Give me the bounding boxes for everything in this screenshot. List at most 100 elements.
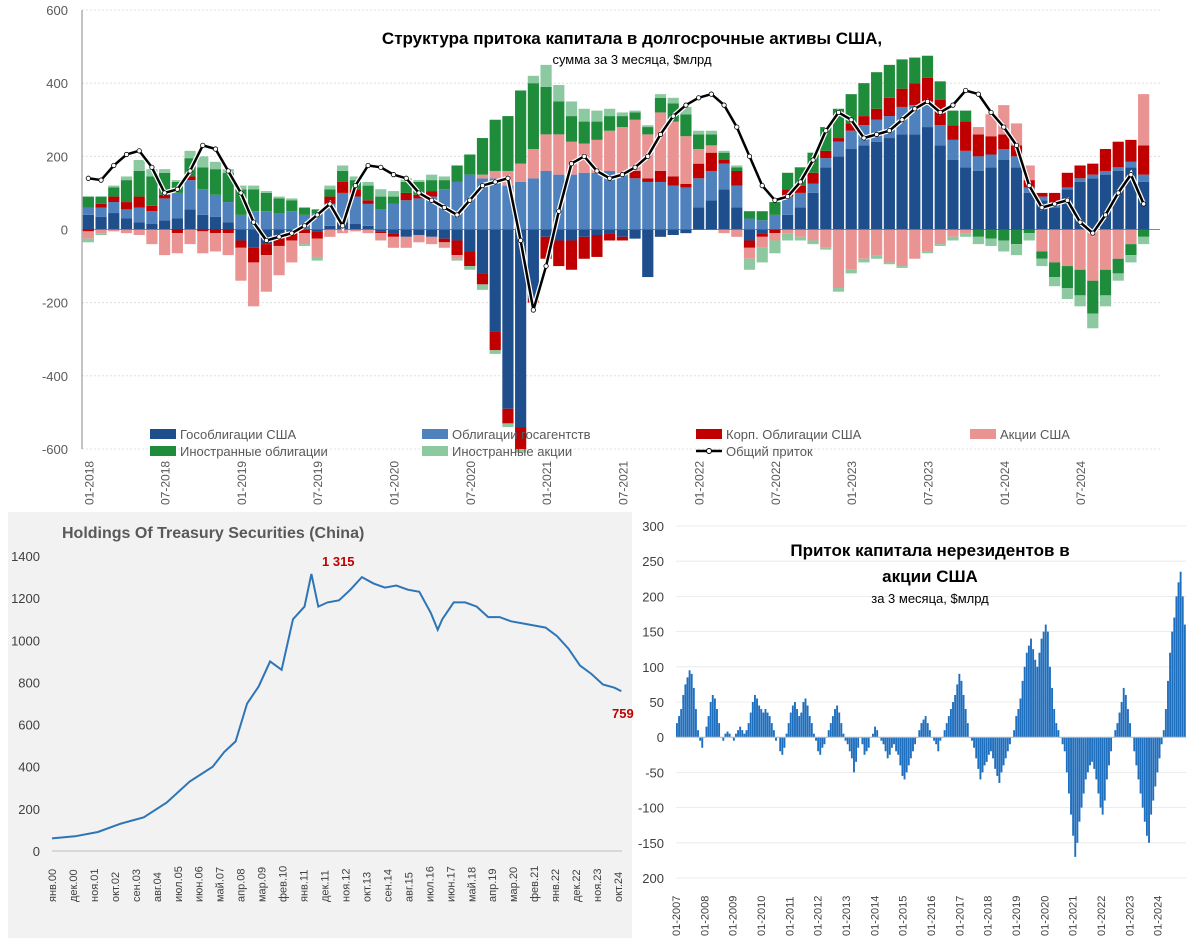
bar-agency <box>616 174 628 230</box>
bar-equity <box>1074 229 1086 270</box>
bar-corp <box>476 273 489 285</box>
bar-equity <box>871 229 883 256</box>
bar-govt <box>133 222 145 230</box>
bar-foreign_eq <box>1036 258 1048 267</box>
bar-foreign_eq <box>82 238 94 243</box>
bar-foreign_eq <box>998 240 1010 252</box>
bar-govt <box>362 225 374 230</box>
bar-corp <box>387 233 400 237</box>
bar-foreign_bonds <box>1074 269 1086 296</box>
x-tick-label: янв.22 <box>550 869 562 902</box>
peak-annotation: 1 315 <box>322 554 355 569</box>
x-tick-label: янв.11 <box>299 870 311 902</box>
bar-foreign_bonds <box>286 200 298 212</box>
bar-equity <box>769 233 781 241</box>
equity-bar <box>1072 737 1075 836</box>
bar-agency <box>1010 156 1023 168</box>
legend-swatch-foreign_eq <box>422 446 448 456</box>
equity-bar <box>796 709 799 738</box>
x-tick-label: 01-2020 <box>1039 896 1051 936</box>
equity-bar <box>737 730 740 738</box>
total-point <box>937 109 943 116</box>
bar-agency <box>120 209 133 219</box>
total-point <box>988 109 994 116</box>
bar-govt <box>515 229 527 428</box>
equity-bar <box>758 705 761 738</box>
bar-foreign_eq <box>1087 313 1099 329</box>
bar-govt <box>693 207 705 230</box>
bar-foreign_bonds <box>375 196 387 210</box>
equity-bar <box>842 733 845 738</box>
bar-foreign_bonds <box>311 209 323 214</box>
x-tick-label: 01-2010 <box>756 896 768 936</box>
x-tick-label: авг.15 <box>403 872 415 902</box>
equity-bar <box>1027 645 1030 738</box>
bar-foreign_eq <box>731 165 743 168</box>
y-tick-label: -200 <box>42 296 68 311</box>
bar-govt <box>553 229 565 241</box>
equity-bar <box>783 737 786 748</box>
bar-foreign_bonds <box>693 134 705 150</box>
equity-bar <box>711 694 714 738</box>
total-point <box>492 179 498 185</box>
total-point <box>975 91 981 97</box>
legend-label: Облигации госагентств <box>452 427 591 442</box>
bar-foreign_eq <box>871 255 883 259</box>
equity-bar <box>912 737 914 752</box>
y-tick-label: -600 <box>42 442 68 457</box>
bar-foreign_bonds <box>553 101 565 135</box>
x-tick-label: 01-2007 <box>671 896 683 936</box>
bar-govt <box>209 216 222 230</box>
equity-bar <box>876 730 879 738</box>
bar-equity <box>337 229 349 234</box>
equity-bar <box>871 733 874 738</box>
equity-bar <box>937 737 940 752</box>
equity-bar <box>775 737 777 741</box>
x-tick-label: 07-2020 <box>464 461 478 505</box>
equity-bar <box>867 737 870 748</box>
bar-foreign_bonds <box>832 108 845 139</box>
x-tick-label: 01-2018 <box>983 896 995 936</box>
bar-foreign_bonds <box>159 172 171 195</box>
bar-govt <box>845 149 857 230</box>
bar-corp <box>159 194 171 199</box>
equity-bar <box>1097 737 1100 794</box>
bar-foreign_eq <box>133 159 145 171</box>
equity-bar <box>836 705 839 738</box>
bar-govt <box>1023 192 1035 230</box>
equity-bar <box>1006 737 1009 752</box>
bar-govt <box>578 229 590 237</box>
equity-bar <box>741 730 744 738</box>
bar-foreign_bonds <box>235 189 247 215</box>
equity-bar <box>909 737 912 759</box>
equity-bar <box>966 723 969 738</box>
bar-foreign_bonds <box>565 116 578 142</box>
equity-bar <box>743 733 746 738</box>
bar-foreign_eq <box>413 180 425 182</box>
equity-bar <box>855 737 858 762</box>
total-point <box>1077 219 1083 225</box>
equity-bar <box>1030 638 1032 738</box>
equity-bar <box>1126 709 1129 738</box>
bar-equity <box>298 233 311 245</box>
bar-foreign_bonds <box>794 167 806 186</box>
bar-foreign_eq <box>120 176 133 181</box>
equity-bar <box>1160 737 1163 745</box>
equity-bar <box>926 723 929 738</box>
equity-bar <box>705 726 708 738</box>
total-point <box>1128 172 1134 178</box>
bar-govt <box>565 229 578 241</box>
bar-equity <box>451 255 463 259</box>
equity-bar <box>850 737 853 759</box>
bar-agency <box>642 181 654 230</box>
equity-bar <box>1042 631 1045 738</box>
bar-foreign_eq <box>527 75 539 84</box>
bar-corp <box>985 136 997 155</box>
bar-foreign_eq <box>705 130 717 135</box>
equity-bar <box>827 730 830 738</box>
total-point <box>734 124 740 130</box>
bar-foreign_eq <box>883 262 895 265</box>
bar-agency <box>680 187 692 230</box>
bar-govt <box>426 229 438 237</box>
bar-foreign_bonds <box>1010 229 1023 245</box>
